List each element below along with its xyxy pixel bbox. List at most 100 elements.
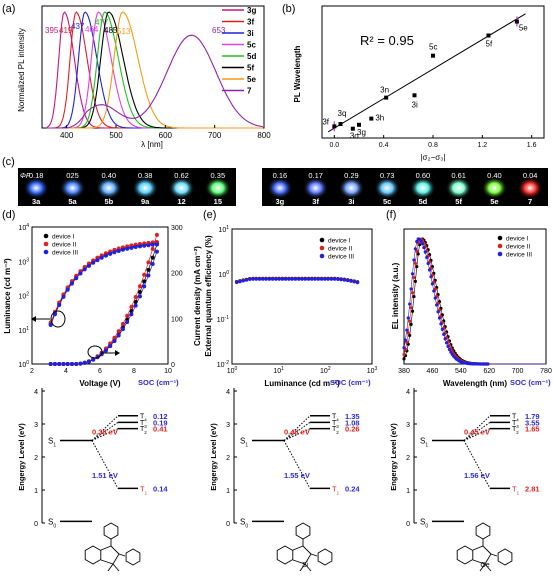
phi-value-9a: 0.38 (138, 171, 153, 180)
eqe-plot-frame (231, 228, 373, 365)
t1-soc: 0.24 (345, 484, 360, 493)
t3-soc: 1.08 (345, 418, 360, 427)
t1-label: T1 (512, 484, 520, 495)
sample-label-5e: 5e (490, 197, 498, 206)
t3-label: T3 (332, 420, 339, 429)
scatter-xlabel: |σ₂−σ₃| (420, 153, 445, 162)
phi-value-5c: 0.73 (380, 171, 395, 180)
energy-tick-label-0: 0 (406, 521, 410, 528)
scatter-xtick-label-2: 0.8 (428, 142, 438, 149)
t1-label: T1 (140, 484, 148, 495)
eqe-point-2 (355, 280, 360, 285)
lv-ytick-label-0: 100 (18, 360, 29, 369)
phi-value-3f: 0.17 (308, 171, 323, 180)
eqe-xtick-label-3: 103 (367, 366, 378, 375)
scatter-point-label-5f: 5f (486, 40, 493, 49)
lv-legend-marker-0 (43, 233, 49, 239)
sample-label-3g: 3g (275, 197, 284, 206)
pl-xtick-label-0: 400 (60, 131, 74, 140)
scatter-xtick-label-1: 0.4 (379, 142, 389, 149)
fluorescence-photos: ΦF 0.18 3a 025 5a 0.40 5b 0.38 9a 0.62 12 0.35 15 0… (18, 168, 548, 206)
eqe-legend-marker-2 (319, 253, 325, 259)
scatter-point-label-3h: 3h (375, 114, 384, 123)
lv-y2tick-label-3: 300 (171, 225, 183, 232)
benzo-ring (456, 545, 474, 565)
pl-peak-label-1: 419 (59, 26, 73, 35)
energy-ylabel: Engergy Level (eV) (209, 423, 218, 491)
scatter-point-label-3q: 3q (338, 109, 347, 118)
phi-value-12: 0.62 (174, 171, 189, 180)
lv-legend-label-0: device I (52, 234, 75, 241)
jv-curve-0 (50, 244, 158, 365)
phi-value-3g: 0.16 (273, 171, 288, 180)
pl-legend-label-5e: 5e (247, 75, 256, 84)
s0-label: S0 (48, 517, 56, 529)
methyl-bond-left (107, 563, 114, 572)
lv-curve-1 (50, 241, 157, 323)
benzo-ring (276, 545, 294, 565)
energy-ylabel: Engergy Level (eV) (389, 423, 398, 491)
t3-soc: 0.19 (153, 418, 168, 427)
energy-tick-label-3: 3 (226, 422, 230, 429)
lv-xtick-label-0: 2 (30, 368, 34, 375)
sample-label-5c: 5c (383, 197, 391, 206)
phi-value-5b: 0.40 (102, 171, 117, 180)
s1-t1-gap: 1.55 eV (284, 471, 310, 480)
phi-value-3i: 0.29 (344, 171, 359, 180)
pl-peak-label-3: 464 (85, 25, 99, 34)
molecule-structure-2 (276, 522, 333, 572)
pl-peak-label-4: 477 (95, 18, 109, 27)
el-xtick-label-5: 780 (540, 368, 552, 375)
fluorescence-sample-3i (338, 177, 365, 199)
t4-label: T4 (332, 413, 339, 422)
s1-t1-gap: 1.51 eV (92, 471, 118, 480)
energy-tick-label-0: 0 (34, 521, 38, 528)
el-point-0 (402, 357, 406, 361)
t4-label: T4 (140, 413, 147, 422)
methyl-bond-left (479, 563, 486, 572)
phi-value-5d: 0.60 (416, 171, 431, 180)
panel-label-b: (b) (282, 3, 295, 15)
s1-label: S1 (48, 437, 56, 449)
panel-label-c: (c) (2, 156, 15, 168)
top-phenyl-ring (295, 522, 311, 540)
s0-label: S0 (240, 517, 248, 529)
side-phenyl-ring (317, 548, 333, 566)
heteroatom-label: Si (302, 562, 309, 569)
scatter-point-3g (357, 122, 361, 127)
scatter-point-label-5e: 5e (519, 24, 528, 33)
fluorescence-sample-5c (374, 177, 400, 199)
side-phenyl-ring (125, 548, 141, 566)
eqe-xtick-label-1: 101 (273, 366, 284, 375)
energy-diagram-3: 0 1 2 3 4 Engergy Level (eV) SOC (cm⁻¹) S1 S0 T4 1… (389, 378, 551, 572)
sample-label-3i: 3i (348, 197, 354, 206)
scatter-point-3i (412, 93, 417, 98)
soc-title: SOC (cm⁻¹) (510, 378, 551, 387)
panel-label-a: (a) (2, 3, 15, 15)
eqe-xlabel: Luminance (cd m⁻²) (264, 379, 340, 388)
pl-legend-label-3f: 3f (247, 18, 254, 27)
s1-t2-gap: 0.45 eV (464, 427, 490, 436)
panel-label-f: (f) (386, 209, 396, 221)
s1-t2-gap: 0.38 eV (92, 427, 118, 436)
energy-tick-label-1: 1 (34, 488, 38, 495)
energy-diagram-2: 0 1 2 3 4 Engergy Level (eV) SOC (cm⁻¹) S1 S0 T4 1… (209, 378, 371, 572)
el-spectra-chart: EL intensity (a.u.) Wavelength (nm) 380 4… (391, 228, 552, 388)
luminance-voltage-chart: Luminance (cd m⁻²) Current density (mA c… (3, 223, 202, 388)
energy-tick-label-1: 1 (226, 488, 230, 495)
lv-y2tick-label-0: 0 (171, 362, 175, 369)
s1-label: S1 (240, 437, 248, 449)
scatter-plot-frame (321, 5, 545, 139)
s1-t2-gap: 0.48 eV (284, 427, 310, 436)
el-xlabel: Wavelength (nm) (443, 379, 507, 388)
sample-label-9a: 9a (141, 197, 150, 206)
molecule-structure-1 (84, 522, 141, 572)
phi-value-3a: 0.18 (29, 171, 44, 180)
energy-tick-label-4: 4 (226, 389, 230, 396)
pl-xtick-label-3: 700 (208, 131, 222, 140)
current-axis-marker (87, 345, 103, 359)
lv-ytick-label-3: 103 (18, 257, 29, 266)
el-legend-label-0: device I (506, 236, 529, 243)
lv-legend-label-1: device II (52, 242, 76, 249)
